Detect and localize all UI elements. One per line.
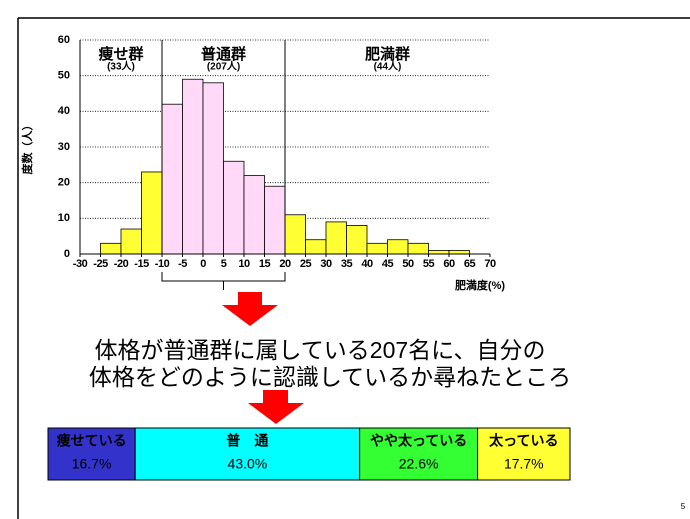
group-label: 肥満群 bbox=[365, 45, 410, 63]
group-label: 痩せ群 bbox=[98, 45, 143, 63]
y-tick-label: 50 bbox=[58, 70, 70, 82]
x-tick-label: 0 bbox=[200, 258, 206, 270]
segment-value: 17.7% bbox=[504, 456, 544, 472]
x-tick-label: 30 bbox=[320, 258, 332, 270]
segment-label: 痩せている bbox=[57, 433, 127, 449]
bar bbox=[284, 214, 306, 255]
bar bbox=[325, 221, 347, 255]
y-tick-label: 40 bbox=[58, 105, 70, 117]
x-tick-label: 40 bbox=[361, 258, 373, 270]
x-tick-label: 20 bbox=[279, 258, 291, 270]
x-tick-label: -30 bbox=[73, 258, 88, 270]
x-tick-label: 15 bbox=[259, 258, 271, 270]
segment-label: やや太っている bbox=[370, 433, 467, 449]
x-tick-label: 60 bbox=[443, 258, 455, 270]
x-tick-label: 70 bbox=[484, 258, 496, 270]
y-tick-label: 60 bbox=[58, 34, 70, 46]
group-count: (33人) bbox=[107, 60, 135, 73]
bar bbox=[182, 78, 204, 255]
y-tick-label: 20 bbox=[58, 177, 70, 189]
x-tick-label: 55 bbox=[423, 258, 435, 270]
segment bbox=[47, 427, 136, 481]
y-tick-label: 10 bbox=[58, 212, 70, 224]
x-tick-label: 45 bbox=[382, 258, 394, 270]
x-axis-label: 肥満度(%) bbox=[455, 278, 505, 292]
segment bbox=[134, 427, 361, 481]
text-line: 体格が普通群に属している207名に、自分の bbox=[95, 337, 546, 363]
group-label: 普通群 bbox=[201, 45, 246, 63]
segment-value: 22.6% bbox=[399, 456, 439, 472]
x-tick-label: 25 bbox=[300, 258, 312, 270]
bar bbox=[223, 160, 245, 255]
x-tick-label: 65 bbox=[464, 258, 476, 270]
y-tick-label: 30 bbox=[58, 141, 70, 153]
page-number: 5 bbox=[681, 502, 686, 511]
x-tick-label: 50 bbox=[402, 258, 414, 270]
x-tick-label: -25 bbox=[93, 258, 108, 270]
x-tick-label: 5 bbox=[221, 258, 227, 270]
x-tick-label: -5 bbox=[178, 258, 187, 270]
x-tick-label: 10 bbox=[238, 258, 250, 270]
bar bbox=[264, 185, 286, 255]
bar bbox=[366, 242, 388, 255]
bar bbox=[100, 242, 122, 255]
segment-value: 16.7% bbox=[72, 456, 112, 472]
bar bbox=[202, 82, 224, 255]
bar bbox=[161, 103, 183, 255]
segment-label: 普 通 bbox=[226, 433, 268, 449]
segment bbox=[477, 427, 571, 481]
x-tick-label: -20 bbox=[114, 258, 129, 270]
x-tick-label: -15 bbox=[134, 258, 149, 270]
bar bbox=[346, 225, 368, 255]
bar bbox=[243, 175, 265, 255]
bar bbox=[120, 228, 142, 255]
arrow bbox=[222, 292, 278, 326]
segment bbox=[359, 427, 479, 481]
bar bbox=[387, 239, 409, 255]
bar bbox=[448, 250, 470, 255]
y-axis-label: 度数（人） bbox=[20, 120, 34, 175]
group-count: (207人) bbox=[207, 60, 240, 73]
arrow bbox=[248, 390, 304, 424]
text-line: 体格をどのように認識しているか尋ねたところ bbox=[89, 364, 571, 390]
x-tick-label: -10 bbox=[155, 258, 170, 270]
group-count: (44人) bbox=[374, 60, 402, 73]
bar bbox=[407, 242, 429, 255]
y-tick-label: 0 bbox=[64, 248, 70, 260]
x-tick-label: 35 bbox=[341, 258, 353, 270]
bar bbox=[305, 239, 327, 255]
segment-label: 太っている bbox=[489, 433, 558, 449]
bar bbox=[428, 250, 450, 255]
bracket bbox=[161, 272, 286, 290]
segment-value: 43.0% bbox=[228, 456, 268, 472]
bar bbox=[141, 171, 163, 255]
